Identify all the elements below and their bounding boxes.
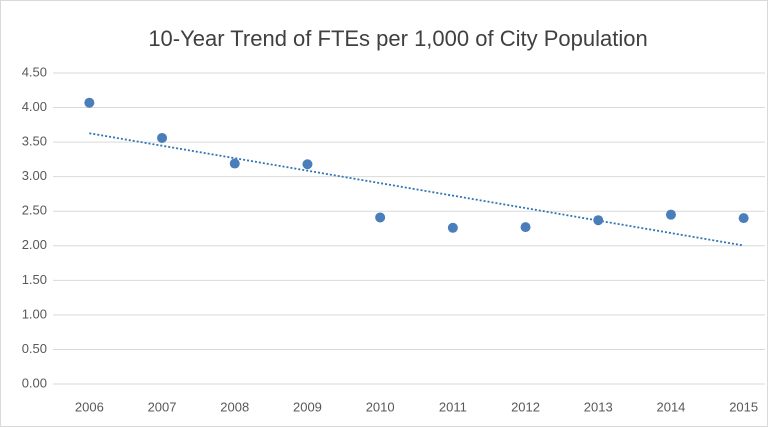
x-tick-label: 2015 xyxy=(729,399,758,414)
data-point xyxy=(593,215,604,226)
data-point xyxy=(229,158,240,169)
x-tick-label: 2011 xyxy=(439,399,467,414)
x-tick-label: 2009 xyxy=(293,399,322,414)
y-tick-label: 2.50 xyxy=(22,203,47,218)
data-point xyxy=(375,212,386,223)
x-tick-label: 2014 xyxy=(656,399,685,414)
data-point xyxy=(84,97,95,108)
trendline xyxy=(89,132,744,247)
y-tick-label: 0.50 xyxy=(22,341,47,356)
y-tick-label: 4.00 xyxy=(22,99,47,114)
x-tick-label: 2008 xyxy=(220,399,249,414)
x-tick-label: 2010 xyxy=(366,399,395,414)
y-tick-label: 2.00 xyxy=(22,237,47,252)
data-point xyxy=(302,159,313,170)
x-tick-label: 2013 xyxy=(584,399,613,414)
x-tick-label: 2012 xyxy=(511,399,540,414)
y-tick-label: 3.50 xyxy=(22,134,47,149)
chart-title: 10-Year Trend of FTEs per 1,000 of City … xyxy=(148,26,647,51)
y-tick-label: 4.50 xyxy=(22,64,47,79)
y-tick-label: 3.00 xyxy=(22,168,47,183)
data-point xyxy=(447,222,458,233)
y-tick-label: 1.50 xyxy=(22,272,47,287)
data-point xyxy=(520,222,531,233)
data-point xyxy=(157,132,168,143)
x-tick-label: 2006 xyxy=(75,399,104,414)
y-tick-label: 0.00 xyxy=(22,375,47,390)
data-point xyxy=(665,209,676,220)
data-point xyxy=(738,213,749,224)
y-tick-label: 1.00 xyxy=(22,306,47,321)
x-tick-label: 2007 xyxy=(148,399,177,414)
